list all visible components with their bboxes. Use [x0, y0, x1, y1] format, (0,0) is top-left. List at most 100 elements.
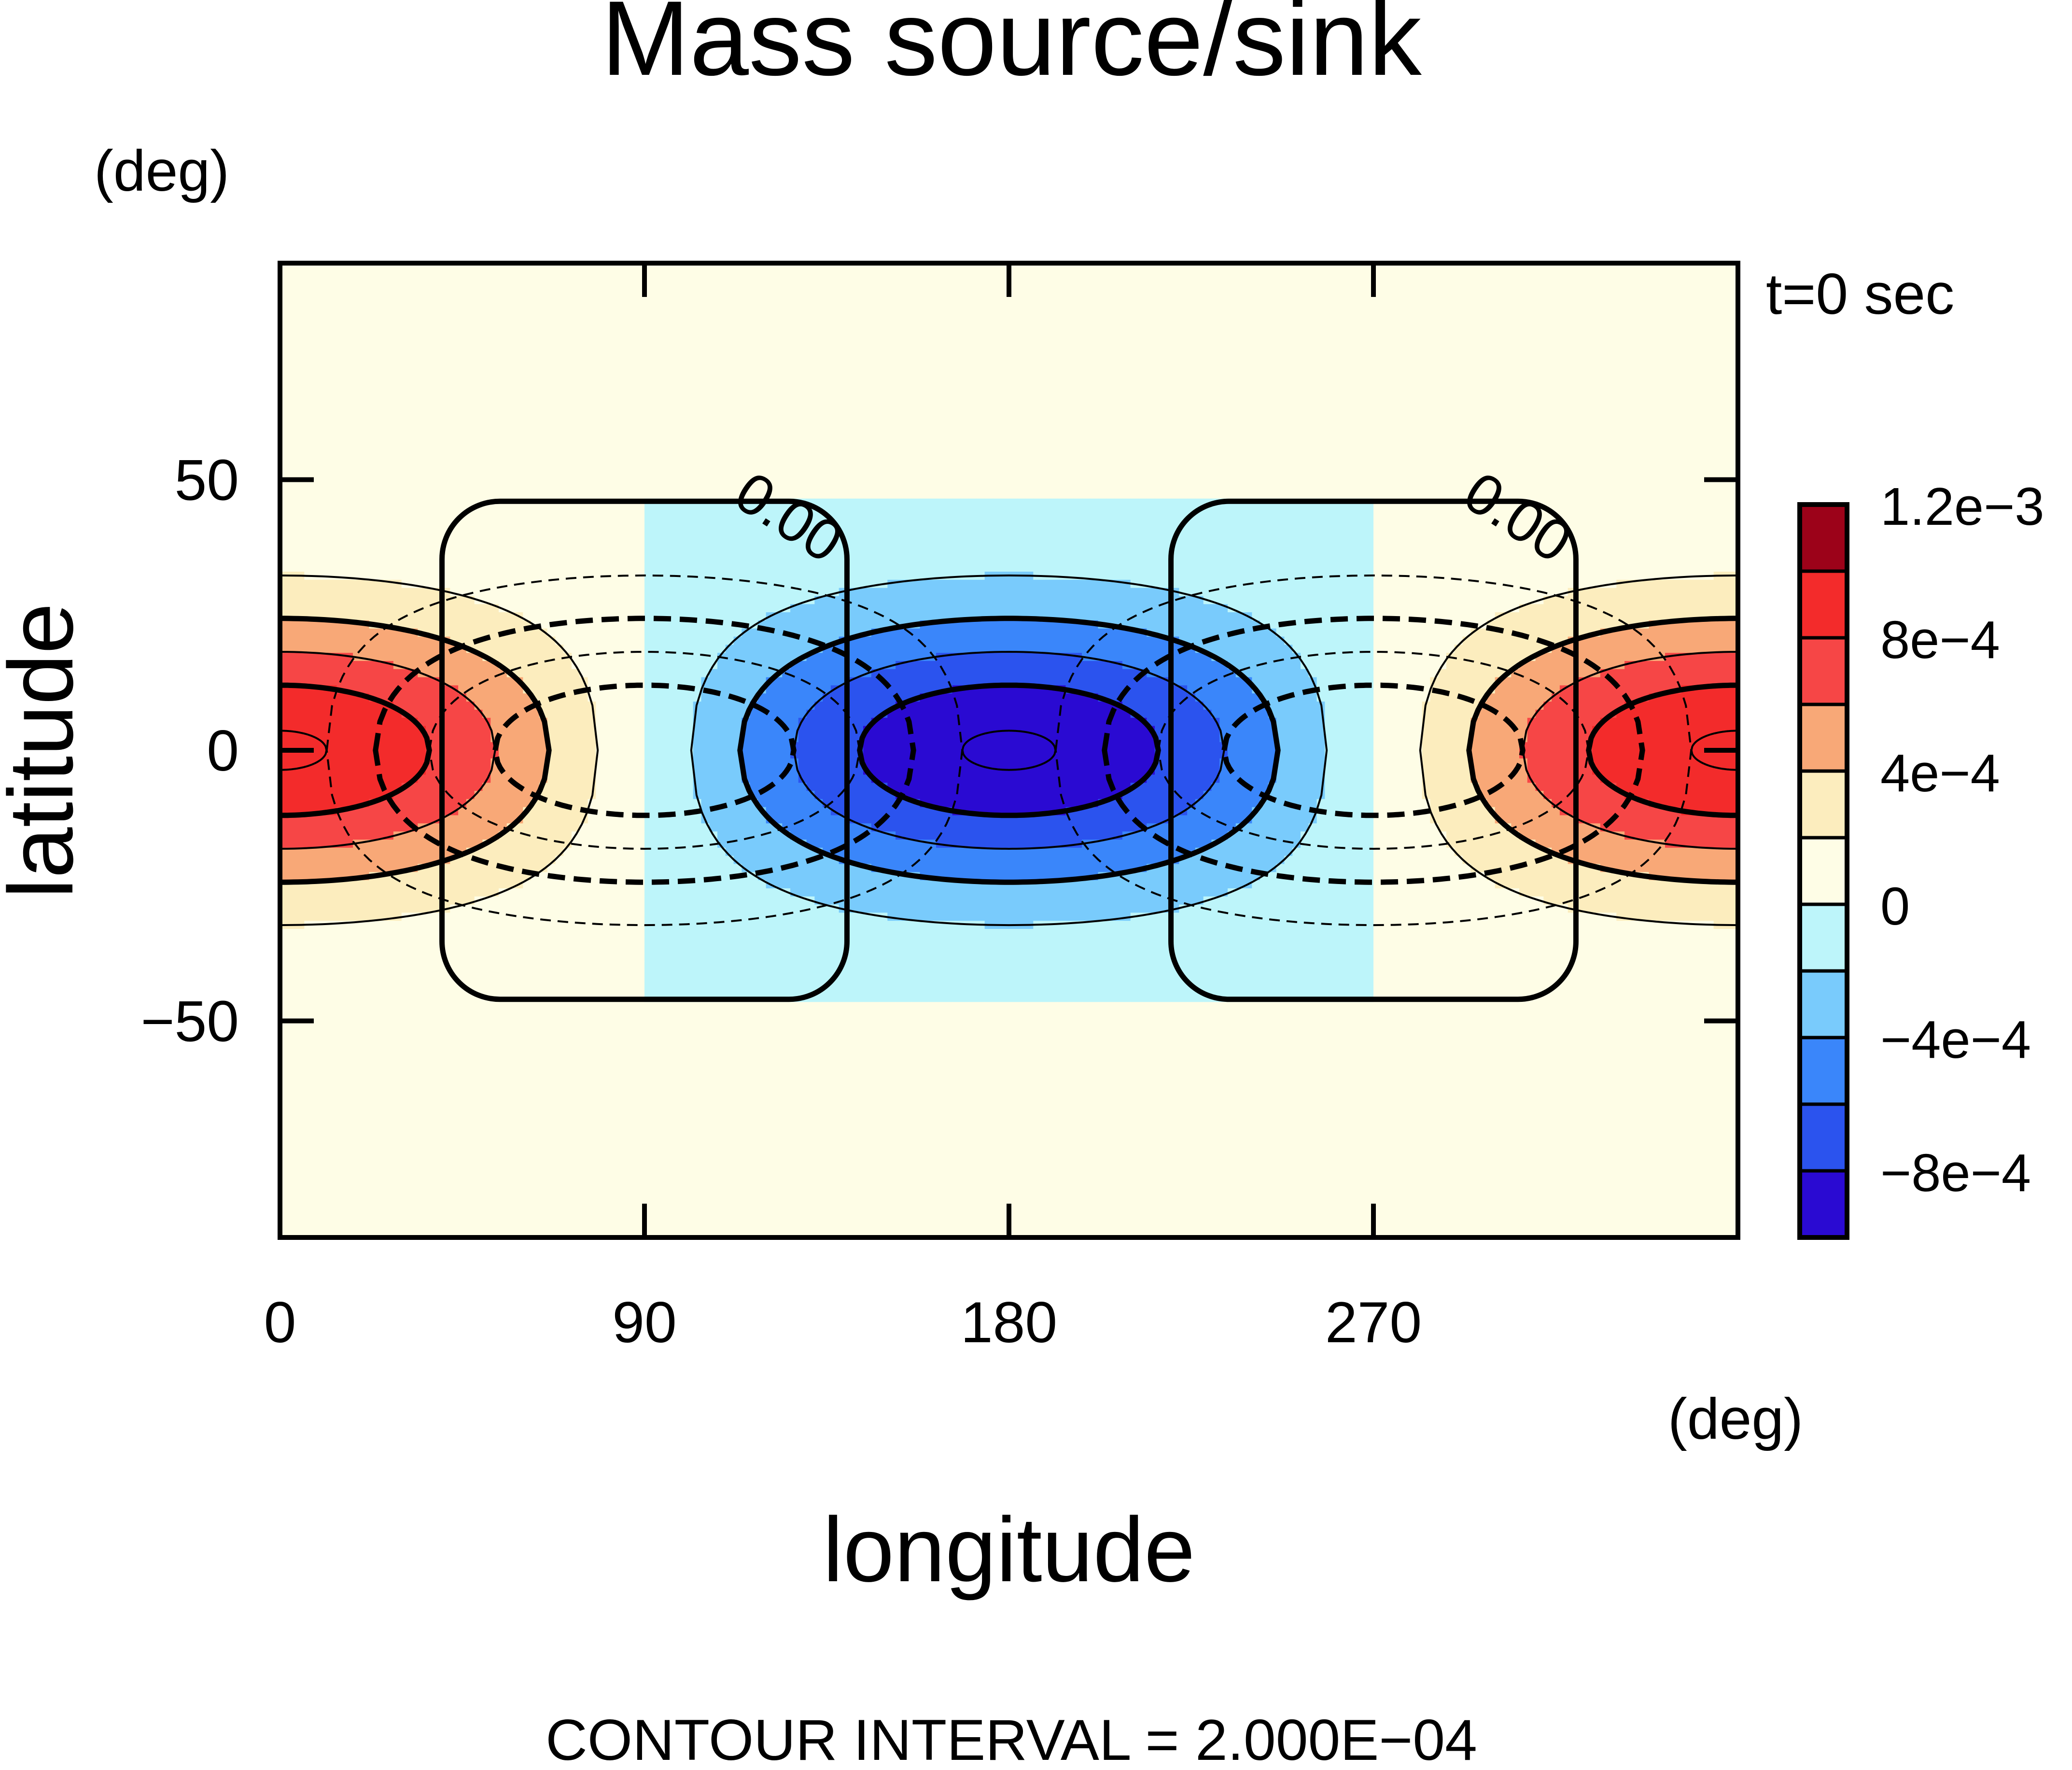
heat-cell: [863, 280, 872, 288]
heat-cell: [572, 393, 580, 402]
heat-cell: [1422, 304, 1431, 312]
heat-cell: [734, 361, 742, 369]
heat-cell: [539, 401, 548, 410]
heat-cell: [1341, 320, 1350, 329]
heat-cell: [1398, 271, 1406, 280]
heat-cell: [369, 320, 378, 329]
heat-cell: [798, 287, 807, 296]
heat-cell: [904, 312, 912, 321]
heat-cell: [288, 336, 297, 345]
heat-cell: [1414, 344, 1423, 353]
heat-cell: [596, 280, 604, 288]
heat-cell: [1697, 320, 1706, 329]
heat-cell: [742, 361, 750, 369]
heat-cell: [466, 271, 475, 280]
heat-cell: [1179, 320, 1188, 329]
heat-cell: [604, 304, 613, 312]
heat-cell: [1641, 352, 1650, 361]
heat-cell: [1033, 361, 1042, 369]
heat-cell: [726, 369, 734, 378]
heat-cell: [1349, 271, 1358, 280]
heat-cell: [1479, 369, 1487, 378]
heat-cell: [1487, 287, 1496, 296]
heat-cell: [612, 280, 621, 288]
heat-cell: [1195, 361, 1204, 369]
heat-cell: [1536, 295, 1544, 304]
heat-cell: [409, 336, 418, 345]
heat-cell: [1138, 295, 1147, 304]
heat-cell: [490, 304, 499, 312]
heat-cell: [507, 377, 516, 385]
heat-cell: [1074, 393, 1082, 402]
heat-cell: [766, 401, 775, 410]
heat-cell: [1333, 271, 1342, 280]
heat-cell: [402, 336, 410, 345]
heat-cell: [1722, 304, 1730, 312]
heat-cell: [1268, 320, 1277, 329]
heat-cell: [1292, 287, 1301, 296]
heat-cell: [628, 320, 637, 329]
heat-cell: [734, 352, 742, 361]
heat-cell: [1065, 377, 1074, 385]
heat-cell: [904, 385, 912, 393]
heat-cell: [1624, 361, 1633, 369]
heat-cell: [475, 393, 483, 402]
heat-cell: [1195, 312, 1204, 321]
heat-cell: [1009, 369, 1018, 378]
heat-cell: [920, 336, 928, 345]
heat-cell: [636, 377, 645, 385]
heat-cell: [1398, 304, 1406, 312]
heat-cell: [798, 344, 807, 353]
heat-cell: [1114, 280, 1123, 288]
heat-cell: [717, 385, 726, 393]
heat-cell: [450, 336, 459, 345]
heat-cell: [345, 312, 353, 321]
heat-cell: [482, 312, 491, 321]
heat-cell: [1309, 280, 1317, 288]
heat-cell: [1430, 369, 1439, 378]
heat-cell: [1495, 369, 1504, 378]
heat-cell: [1276, 320, 1285, 329]
heat-cell: [831, 304, 840, 312]
heat-cell: [1519, 320, 1528, 329]
heat-cell: [839, 344, 848, 353]
heat-cell: [442, 271, 451, 280]
heat-cell: [1276, 385, 1285, 393]
heat-cell: [377, 287, 386, 296]
heat-cell: [1519, 352, 1528, 361]
heat-cell: [928, 304, 937, 312]
heat-cell: [1714, 401, 1722, 410]
heat-cell: [839, 361, 848, 369]
heat-cell: [798, 377, 807, 385]
heat-cell: [1276, 352, 1285, 361]
heat-cell: [871, 271, 880, 280]
heat-cell: [466, 369, 475, 378]
heat-cell: [499, 377, 507, 385]
heat-cell: [726, 377, 734, 385]
heat-cell: [1689, 401, 1698, 410]
heat-cell: [1649, 304, 1657, 312]
heat-cell: [782, 271, 791, 280]
heat-cell: [1309, 385, 1317, 393]
heat-cell: [1584, 393, 1593, 402]
heat-cell: [904, 328, 912, 337]
heat-cell: [475, 271, 483, 280]
heat-cell: [1398, 361, 1406, 369]
heat-cell: [304, 336, 313, 345]
heat-cell: [1163, 280, 1172, 288]
heat-cell: [977, 385, 985, 393]
heat-cell: [701, 361, 710, 369]
heat-cell: [442, 280, 451, 288]
heat-cell: [539, 271, 548, 280]
heat-cell: [458, 361, 467, 369]
heat-cell: [701, 328, 710, 337]
heat-cell: [968, 304, 977, 312]
heat-cell: [1560, 369, 1568, 378]
heat-cell: [475, 328, 483, 337]
heat-cell: [1568, 369, 1577, 378]
heat-cell: [1576, 385, 1584, 393]
heat-cell: [515, 369, 524, 378]
heat-cell: [1122, 320, 1131, 329]
heat-cell: [1025, 385, 1034, 393]
heat-cell: [1543, 393, 1552, 402]
